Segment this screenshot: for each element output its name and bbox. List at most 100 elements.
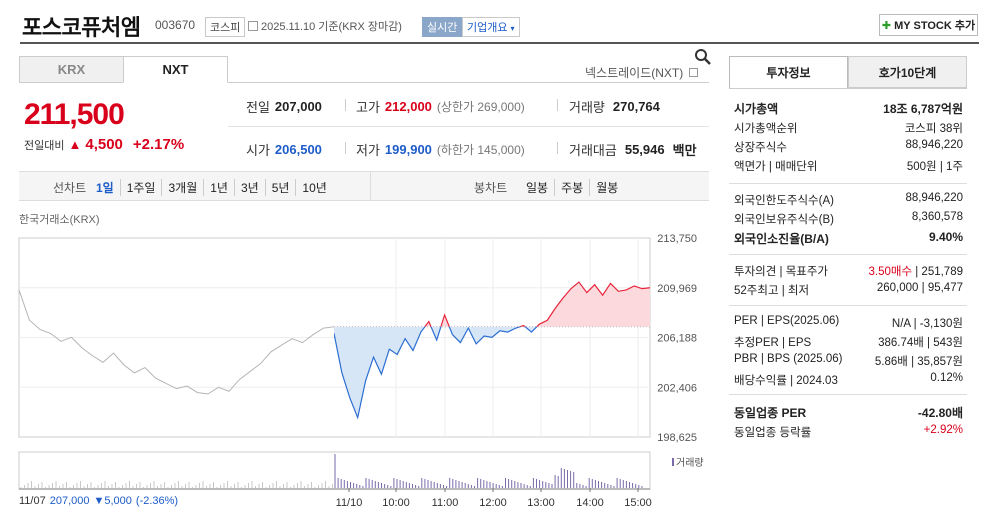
candle-options: 일봉 주봉 월봉 (520, 179, 624, 196)
x-tick-label: 15:00 (624, 497, 652, 509)
date-info: 2025.11.10 기준(KRX 장마감) (248, 18, 402, 34)
info-key[interactable]: 투자의견 | 목표주가 (734, 266, 829, 278)
period-option[interactable]: 3개월 (161, 179, 203, 196)
change-value: 4,500 (85, 136, 123, 153)
add-mystock-button[interactable]: ✚ MY STOCK 추가 (879, 14, 978, 36)
info-key[interactable]: 추정PER | EPS (734, 337, 812, 349)
candle-option[interactable]: 일봉 (526, 181, 549, 195)
previous-day-summary: 11/07 207,000 ▼5,000 (-2.36%) (19, 495, 178, 507)
date-text: 2025.11.10 기준(KRX 장마감) (261, 21, 402, 33)
info-value: 5.86배 | 35,857원 (874, 356, 963, 368)
info-value: 0.12% (930, 372, 963, 384)
candle-option[interactable]: 주봉 (554, 179, 589, 196)
period-option[interactable]: 1일 (96, 181, 114, 195)
period-option[interactable]: 1주일 (119, 179, 162, 196)
divider (345, 99, 346, 111)
high-label: 고가 (356, 100, 380, 115)
info-key[interactable]: 동일업종 등락률 (734, 427, 812, 439)
info-key[interactable]: 외국인보유주식수(B) (734, 214, 834, 226)
x-tick-label: 13:00 (527, 497, 555, 509)
info-row: 투자의견 | 목표주가 3.50매수 | 251,789 (734, 263, 963, 279)
section-divider (729, 305, 967, 306)
tab-order-book[interactable]: 호가10단계 (848, 56, 967, 88)
info-row: 액면가 | 매매단위 500원 | 1주 (734, 158, 963, 174)
volume-label: 거래량 (569, 100, 605, 115)
period-option[interactable]: 5년 (264, 179, 296, 196)
volume-value: 270,764 (612, 99, 660, 114)
calendar-icon (248, 21, 258, 31)
stat-prev: 전일 207,000 (246, 97, 322, 116)
stats-divider (228, 126, 709, 127)
amount-value: 55,946 (624, 142, 665, 157)
change-label: 전일대비 (24, 139, 65, 152)
today-line-down (334, 326, 538, 420)
info-key[interactable]: 외국인한도주식수(A) (734, 195, 834, 207)
period-bar (19, 171, 709, 201)
amount-label: 거래대금 (569, 143, 617, 158)
info-row: 시가총액순위 코스피 38위 (734, 120, 963, 136)
tab-nxt[interactable]: NXT (123, 56, 228, 83)
info-value: 8,360,578 (911, 211, 963, 223)
info-key[interactable]: 동일업종 PER (734, 406, 807, 420)
info-key[interactable]: PBR | BPS (2025.06) (734, 353, 843, 365)
info-value: 260,000 | 95,477 (876, 282, 963, 294)
low-value: 199,900 (384, 142, 432, 157)
tab-investment-info[interactable]: 투자정보 (729, 56, 848, 88)
info-value: 9.40% (928, 230, 963, 244)
up-triangle-icon: ▲ (68, 137, 82, 152)
company-overview-dropdown[interactable]: 기업개요 ▾ (462, 17, 520, 37)
stat-open: 시가 206,500 (246, 140, 322, 159)
info-key[interactable]: 시가총액순위 (734, 123, 798, 135)
summary-price: 207,000 (49, 495, 90, 507)
info-key[interactable]: 배당수익률 | 2024.03 (734, 375, 838, 387)
nxt-link-label: 넥스트레이드(NXT) (585, 66, 684, 80)
tab-baseline (228, 82, 709, 83)
info-key[interactable]: 액면가 | 매매단위 (734, 161, 818, 173)
info-key[interactable]: 시가총액 (734, 102, 779, 116)
info-value: 88,946,220 (905, 192, 963, 204)
info-key[interactable]: 상장주식수 (734, 142, 787, 154)
info-key[interactable]: 외국인소진율(B/A) (734, 232, 829, 246)
info-key[interactable]: PER | EPS(2025.06) (734, 315, 840, 327)
volume-legend-label: 거래량 (676, 458, 704, 469)
line-chart-label: 선차트 (53, 181, 87, 195)
period-option[interactable]: 1년 (203, 179, 234, 196)
x-tick-label: 11:00 (432, 497, 459, 509)
info-value: 18조 6,787억원 (883, 102, 963, 116)
period-options: 1일 1주일 3개월 1년 3년 5년 10년 (96, 179, 333, 196)
stat-high: 고가 212,000 (상한가 269,000) (356, 97, 525, 116)
info-value: 500원 | 1주 (906, 161, 963, 173)
stat-low: 저가 199,900 (하한가 145,000) (356, 140, 525, 159)
tab-krx[interactable]: KRX (19, 56, 124, 83)
current-price: 211,500 (24, 98, 125, 131)
stock-code: 003670 (155, 18, 196, 32)
candle-option[interactable]: 월봉 (589, 179, 624, 196)
realtime-badge[interactable]: 실시간 (422, 17, 463, 37)
section-divider (729, 254, 967, 255)
previous-day-line (18, 289, 335, 395)
period-option[interactable]: 3년 (233, 179, 265, 196)
volume-legend-swatch (672, 457, 674, 466)
info-row: PER | EPS(2025.06) N/A | -3,130원 (734, 315, 963, 331)
x-tick-label: 12:00 (479, 497, 507, 509)
today-line-up (424, 281, 650, 327)
info-value: 코스피 38위 (904, 123, 963, 135)
period-option[interactable]: 10년 (295, 179, 332, 196)
y-tick-label: 213,750 (657, 233, 697, 245)
section-divider (729, 394, 967, 395)
summary-date: 11/07 (19, 495, 46, 507)
y-tick-label: 198,625 (657, 432, 697, 444)
stat-volume: 거래량 270,764 (569, 97, 660, 116)
nxt-link[interactable]: 넥스트레이드(NXT) (585, 64, 698, 81)
info-value: 88,946,220 (905, 139, 963, 151)
external-link-icon (688, 68, 698, 77)
info-key[interactable]: 52주최고 | 최저 (734, 285, 810, 297)
y-tick-label: 206,188 (657, 333, 697, 345)
info-value: 386.74배 | 543원 (878, 337, 963, 349)
header-divider (20, 42, 979, 44)
chart-source: 한국거래소(KRX) (19, 214, 100, 226)
chevron-down-icon: ▾ (510, 24, 515, 33)
search-icon[interactable] (694, 48, 712, 66)
plus-icon: ✚ (881, 19, 892, 32)
